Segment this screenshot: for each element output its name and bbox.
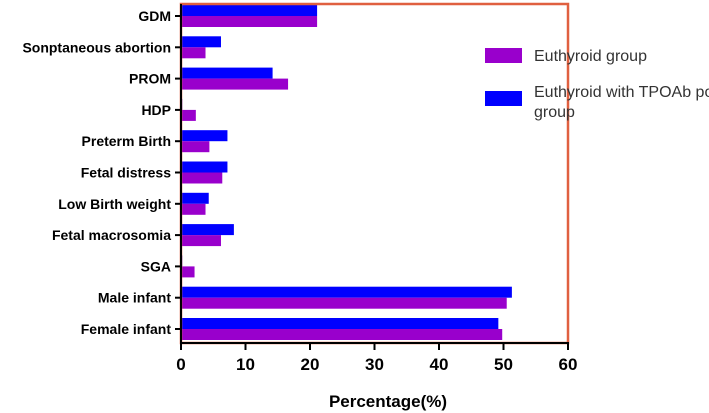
- x-tick-label-6: 60: [559, 355, 578, 374]
- category-labels: GDM Sonptaneous abortion PROM HDP Preterm Bi…: [22, 4, 182, 344]
- bar-euthyroid-9: [181, 297, 507, 309]
- x-tick-label-2: 20: [301, 355, 320, 374]
- category-label-8: SGA: [141, 258, 171, 274]
- legend-label-tpoab: Euthyroid with TPOAb positivitygroup: [534, 84, 709, 121]
- x-axis: 0 10 20 30 40 50 60: [176, 342, 578, 374]
- bar-euthyroid-2: [181, 78, 289, 90]
- bars-group: [181, 5, 512, 340]
- category-label-5: Fetal distress: [81, 165, 171, 181]
- bar-tpoab-4: [181, 130, 228, 142]
- bar-tpoab-2: [181, 67, 273, 79]
- bar-tpoab-0: [181, 5, 318, 16]
- bar-tpoab-7: [181, 224, 234, 236]
- x-axis-title: Percentage(%): [329, 392, 447, 411]
- category-label-3: HDP: [141, 102, 171, 118]
- category-label-9: Male infant: [98, 290, 171, 306]
- category-label-4: Preterm Birth: [82, 133, 171, 149]
- bar-euthyroid-8: [181, 266, 195, 278]
- legend: Euthyroid group Euthyroid with TPOAb posi…: [485, 48, 709, 121]
- legend-swatch-tpoab: [485, 91, 522, 106]
- category-label-1: Sonptaneous abortion: [22, 39, 171, 55]
- x-tick-label-0: 0: [176, 355, 185, 374]
- bar-euthyroid-7: [181, 235, 221, 247]
- category-label-2: PROM: [129, 71, 171, 87]
- bar-euthyroid-0: [181, 16, 318, 27]
- bar-euthyroid-5: [181, 172, 223, 184]
- x-tick-label-4: 40: [430, 355, 449, 374]
- category-label-6: Low Birth weight: [58, 196, 171, 212]
- bar-tpoab-9: [181, 286, 512, 298]
- category-label-0: GDM: [138, 8, 171, 24]
- bar-tpoab-10: [181, 318, 499, 329]
- x-tick-label-3: 30: [365, 355, 384, 374]
- x-tick-label-1: 10: [236, 355, 255, 374]
- bar-euthyroid-1: [181, 47, 206, 59]
- bar-euthyroid-4: [181, 141, 210, 153]
- category-label-7: Fetal macrosomia: [52, 227, 171, 243]
- bar-euthyroid-3: [181, 109, 196, 121]
- bar-euthyroid-10: [181, 329, 503, 340]
- bar-euthyroid-6: [181, 203, 206, 215]
- legend-label-euthyroid: Euthyroid group: [534, 48, 647, 65]
- bar-tpoab-5: [181, 161, 228, 173]
- category-label-10: Female infant: [81, 321, 172, 337]
- bar-tpoab-1: [181, 36, 221, 48]
- x-tick-label-5: 50: [494, 355, 513, 374]
- bar-tpoab-6: [181, 192, 209, 204]
- legend-swatch-euthyroid: [485, 48, 522, 63]
